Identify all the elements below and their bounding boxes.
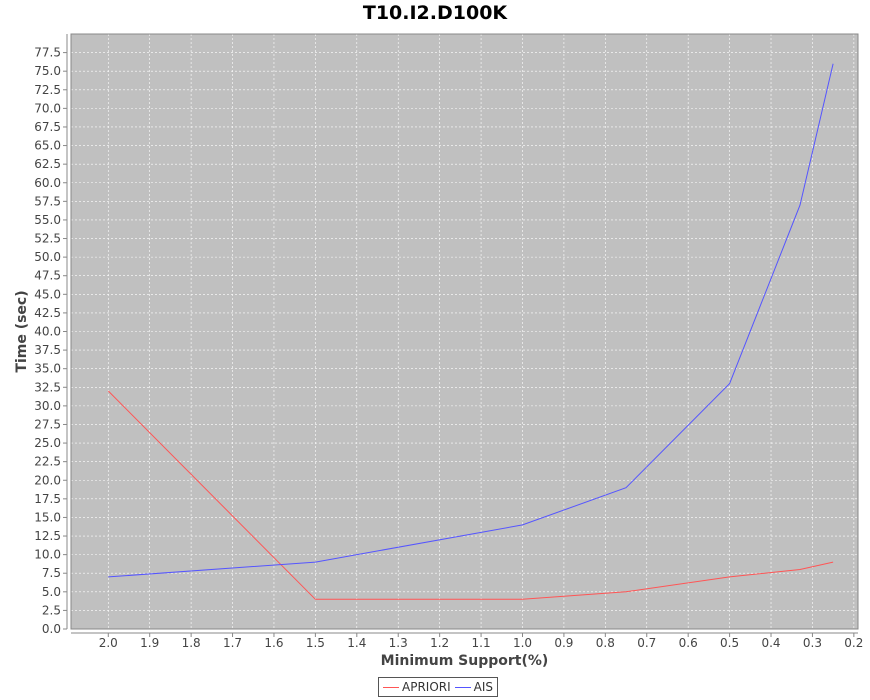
- y-tick-label: 25.0: [34, 436, 61, 450]
- x-tick-label: 0.9: [554, 636, 573, 650]
- y-tick-label: 20.0: [34, 473, 61, 487]
- legend-label: AIS: [473, 680, 494, 694]
- y-tick-label: 22.5: [34, 455, 61, 469]
- y-tick-label: 75.0: [34, 64, 61, 78]
- y-tick-label: 37.5: [34, 343, 61, 357]
- x-tick-label: 0.8: [596, 636, 615, 650]
- x-tick-label: 1.6: [264, 636, 283, 650]
- x-tick-label: 0.2: [844, 636, 863, 650]
- y-tick-label: 70.0: [34, 101, 61, 115]
- y-tick-label: 45.0: [34, 287, 61, 301]
- legend-swatch: [383, 686, 399, 688]
- y-tick-label: 72.5: [34, 83, 61, 97]
- axes: 0.0 2.5 5.0 7.5 10.0 12.5 15.0 17.5 20.0 22.5 25.0…: [34, 34, 863, 650]
- legend-item-apriori: APRIORI: [383, 680, 451, 694]
- y-tick-label: 60.0: [34, 176, 61, 190]
- y-tick-label: 7.5: [42, 566, 61, 580]
- y-tick-label: 32.5: [34, 380, 61, 394]
- x-tick-label: 1.0: [513, 636, 532, 650]
- x-tick-label: 0.6: [679, 636, 698, 650]
- series-layer: [107, 63, 834, 600]
- x-axis-label: Minimum Support(%): [381, 653, 549, 669]
- y-tick-label: 65.0: [34, 139, 61, 153]
- y-tick-label: 77.5: [34, 46, 61, 60]
- x-tick-label: 1.2: [430, 636, 449, 650]
- x-tick-label: 0.5: [720, 636, 739, 650]
- y-tick-label: 67.5: [34, 120, 61, 134]
- x-tick-label: 1.5: [306, 636, 325, 650]
- x-tick-label: 0.7: [637, 636, 656, 650]
- x-tick-label: 1.9: [140, 636, 159, 650]
- x-tick-label: 1.8: [182, 636, 201, 650]
- y-tick-label: 10.0: [34, 548, 61, 562]
- x-tick-label: 1.4: [347, 636, 366, 650]
- y-tick-label: 27.5: [34, 417, 61, 431]
- legend-item-ais: AIS: [454, 680, 494, 694]
- y-tick-label: 47.5: [34, 269, 61, 283]
- x-tick-label: 1.1: [472, 636, 491, 650]
- y-tick-label: 55.0: [34, 213, 61, 227]
- y-axis-label: Time (sec): [14, 290, 30, 372]
- plot-border: [70, 33, 859, 630]
- y-tick-label: 57.5: [34, 194, 61, 208]
- series-line-apriori: [107, 390, 834, 600]
- x-tick-label: 2.0: [99, 636, 118, 650]
- legend-swatch: [454, 686, 471, 688]
- series-line-ais: [108, 63, 834, 578]
- legend-label: APRIORI: [402, 680, 451, 694]
- y-tick-label: 30.0: [34, 399, 61, 413]
- y-tick-label: 17.5: [34, 492, 61, 506]
- y-tick-label: 40.0: [34, 325, 61, 339]
- y-tick-label: 52.5: [34, 232, 61, 246]
- x-tick-label: 0.3: [803, 636, 822, 650]
- y-tick-label: 12.5: [34, 529, 61, 543]
- x-tick-label: 1.7: [223, 636, 242, 650]
- y-tick-label: 15.0: [34, 510, 61, 524]
- chart-title: T10.I2.D100K: [362, 2, 508, 24]
- y-tick-label: 50.0: [34, 250, 61, 264]
- x-tick-label: 1.3: [389, 636, 408, 650]
- y-tick-label: 35.0: [34, 362, 61, 376]
- grid-lines: [71, 34, 858, 630]
- legend: APRIORI AIS: [378, 677, 499, 697]
- y-tick-label: 2.5: [42, 603, 61, 617]
- y-tick-label: 5.0: [42, 585, 61, 599]
- y-tick-label: 0.0: [42, 622, 61, 636]
- y-tick-label: 42.5: [34, 306, 61, 320]
- x-tick-label: 0.4: [761, 636, 780, 650]
- y-tick-label: 62.5: [34, 157, 61, 171]
